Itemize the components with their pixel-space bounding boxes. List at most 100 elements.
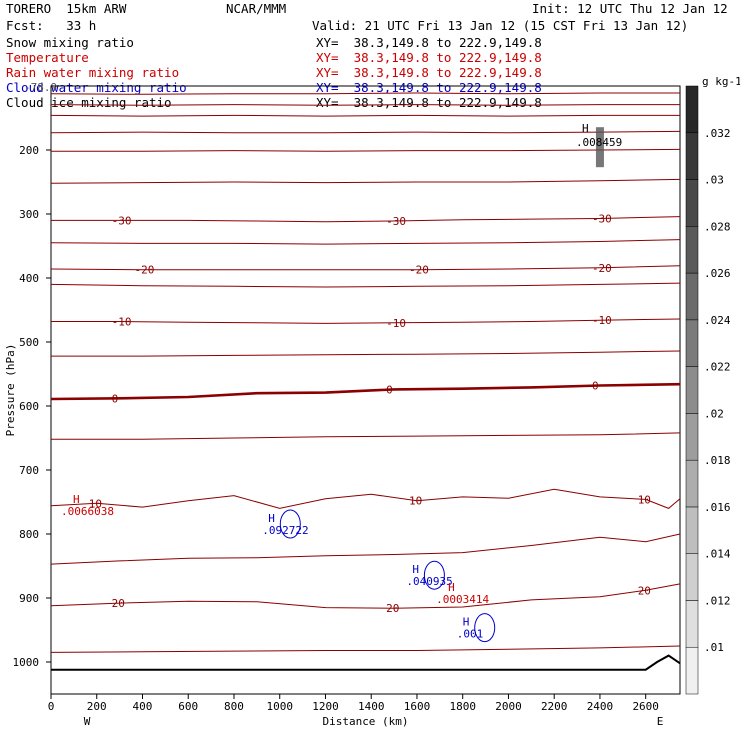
- colorbar-bin-11: [685, 132, 699, 180]
- field-name-cloud-water: Cloud water mixing ratio: [6, 80, 187, 95]
- colorbar-label-10: .03: [704, 174, 724, 187]
- y-tick-label-400: 400: [19, 272, 39, 285]
- colorbar-bin-6: [685, 366, 699, 414]
- temperature-contour-25: [50, 645, 681, 653]
- x-tick-label-800: 800: [224, 700, 244, 713]
- colorbar-bin-5: [685, 413, 699, 461]
- x-tick-label-2000: 2000: [495, 700, 522, 713]
- x-tick-label-1800: 1800: [449, 700, 476, 713]
- temperature-label--30-1: -30: [386, 215, 406, 228]
- temperature-label--30-0: -30: [112, 214, 132, 227]
- colorbar-bin-12: [685, 85, 699, 134]
- temperature-label--10-2: -10: [592, 314, 612, 327]
- colorbar-label-11: .032: [704, 127, 731, 140]
- x-axis-title: Distance (km): [322, 715, 408, 728]
- temperature-label--30-2: -30: [592, 212, 612, 225]
- x-end-left: W: [84, 715, 91, 728]
- temperature-contour-5: [51, 432, 681, 440]
- field-name-temperature: Temperature: [6, 50, 89, 65]
- x-tick-label-600: 600: [178, 700, 198, 713]
- field-xy-temperature: XY= 38.3,149.8 to 222.9,149.8: [316, 50, 542, 65]
- cloud-water-contour-2: [474, 613, 496, 643]
- temperature-label-10-2: 10: [638, 493, 651, 506]
- cloud-water-max-label-2: .001: [457, 628, 484, 641]
- colorbar-unit: g kg-1: [702, 75, 740, 88]
- field-xy-cloud-water: XY= 38.3,149.8 to 222.9,149.8: [316, 80, 542, 95]
- colorbar-label-1: .012: [704, 594, 731, 607]
- temperature-contour--50: [50, 114, 680, 117]
- colorbar-bin-4: [685, 459, 699, 508]
- field-xy-rain: XY= 38.3,149.8 to 222.9,149.8: [316, 65, 542, 80]
- colorbar-label-0: .01: [704, 641, 724, 654]
- plot-frame: [50, 85, 681, 695]
- x-tick-label-1600: 1600: [404, 700, 431, 713]
- y-tick-label-900: 900: [19, 592, 39, 605]
- y-tick-label-300: 300: [19, 208, 39, 221]
- temperature-contour--30: [51, 216, 681, 223]
- colorbar-bin-9: [685, 226, 699, 274]
- x-tick-label-1200: 1200: [312, 700, 339, 713]
- x-tick-label-400: 400: [133, 700, 153, 713]
- x-tick-label-2400: 2400: [587, 700, 614, 713]
- x-tick-label-2200: 2200: [541, 700, 568, 713]
- x-tick-label-200: 200: [87, 700, 107, 713]
- field-xy-snow: XY= 38.3,149.8 to 222.9,149.8: [316, 35, 542, 50]
- temperature-label--20-2: -20: [592, 262, 612, 275]
- temperature-label-0-0: 0: [112, 392, 119, 405]
- temperature-label--20-1: -20: [409, 264, 429, 277]
- colorbar-label-4: .018: [704, 454, 731, 467]
- cloud-water-max-marker-0: H: [268, 512, 275, 525]
- colorbar-label-7: .024: [704, 314, 731, 327]
- field-name-rain: Rain water mixing ratio: [6, 65, 180, 80]
- colorbar-bin-2: [685, 553, 699, 601]
- field-xy-cloud-ice: XY= 38.3,149.8 to 222.9,149.8: [316, 95, 542, 110]
- x-end-right: E: [657, 715, 664, 728]
- center-title: NCAR/MMM: [226, 1, 287, 16]
- forecast-hour: Fcst: 33 h: [6, 18, 97, 33]
- colorbar-bin-1: [685, 600, 699, 648]
- cloud-ice-shading: [595, 127, 604, 168]
- cloud-water-max-marker-2: H: [463, 616, 470, 629]
- temperature-contour--40: [51, 148, 681, 152]
- init-time: Init: 12 UTC Thu 12 Jan 12: [532, 1, 728, 16]
- y-tick-label-200: 200: [19, 144, 39, 157]
- x-tick-label-1400: 1400: [358, 700, 385, 713]
- temperature-label--20-0: -20: [134, 264, 154, 277]
- temperature-label-0-2: 0: [592, 380, 599, 393]
- temperature-contour--10: [51, 318, 681, 324]
- temperature-contour--45: [50, 130, 681, 134]
- terrain-line: [51, 654, 681, 671]
- overlap-label: -78.9: [24, 81, 58, 94]
- temperature-label--10-0: -10: [112, 316, 132, 329]
- rain-max-marker-0: H: [73, 493, 80, 506]
- temperature-label-10-0: 10: [89, 497, 102, 510]
- y-axis-title: Pressure (hPa): [4, 344, 17, 437]
- x-tick-label-2600: 2600: [632, 700, 659, 713]
- temperature-label-20-2: 20: [638, 584, 651, 597]
- colorbar-label-2: .014: [704, 548, 731, 561]
- temperature-contour--5: [51, 350, 681, 357]
- temperature-label--10-1: -10: [386, 317, 406, 330]
- colorbar-bin-10: [685, 179, 699, 227]
- rain-max-label-1: .0003414: [436, 593, 489, 606]
- colorbar-label-6: .022: [704, 361, 731, 374]
- colorbar-bin-0: [685, 646, 699, 695]
- rain-max-marker-1: H: [448, 581, 455, 594]
- temperature-contour--20: [50, 265, 681, 271]
- colorbar-bin-7: [685, 319, 699, 367]
- colorbar-label-9: .028: [704, 220, 731, 233]
- cloud-water-max-label-0: .092722: [262, 524, 308, 537]
- temperature-contour-0: [50, 382, 681, 401]
- temperature-label-20-0: 20: [112, 597, 125, 610]
- cloud-water-contour-1: [423, 560, 445, 590]
- temperature-label-0-1: 0: [386, 383, 393, 396]
- y-tick-label-800: 800: [19, 528, 39, 541]
- x-tick-label-1000: 1000: [266, 700, 293, 713]
- field-name-snow: Snow mixing ratio: [6, 35, 134, 50]
- y-tick-label-500: 500: [19, 336, 39, 349]
- y-tick-label-1000: 1000: [13, 656, 40, 669]
- temperature-contour-15: [50, 533, 681, 565]
- cloud-water-max-label-1: .040935: [406, 575, 452, 588]
- temperature-contour--55: [50, 104, 680, 106]
